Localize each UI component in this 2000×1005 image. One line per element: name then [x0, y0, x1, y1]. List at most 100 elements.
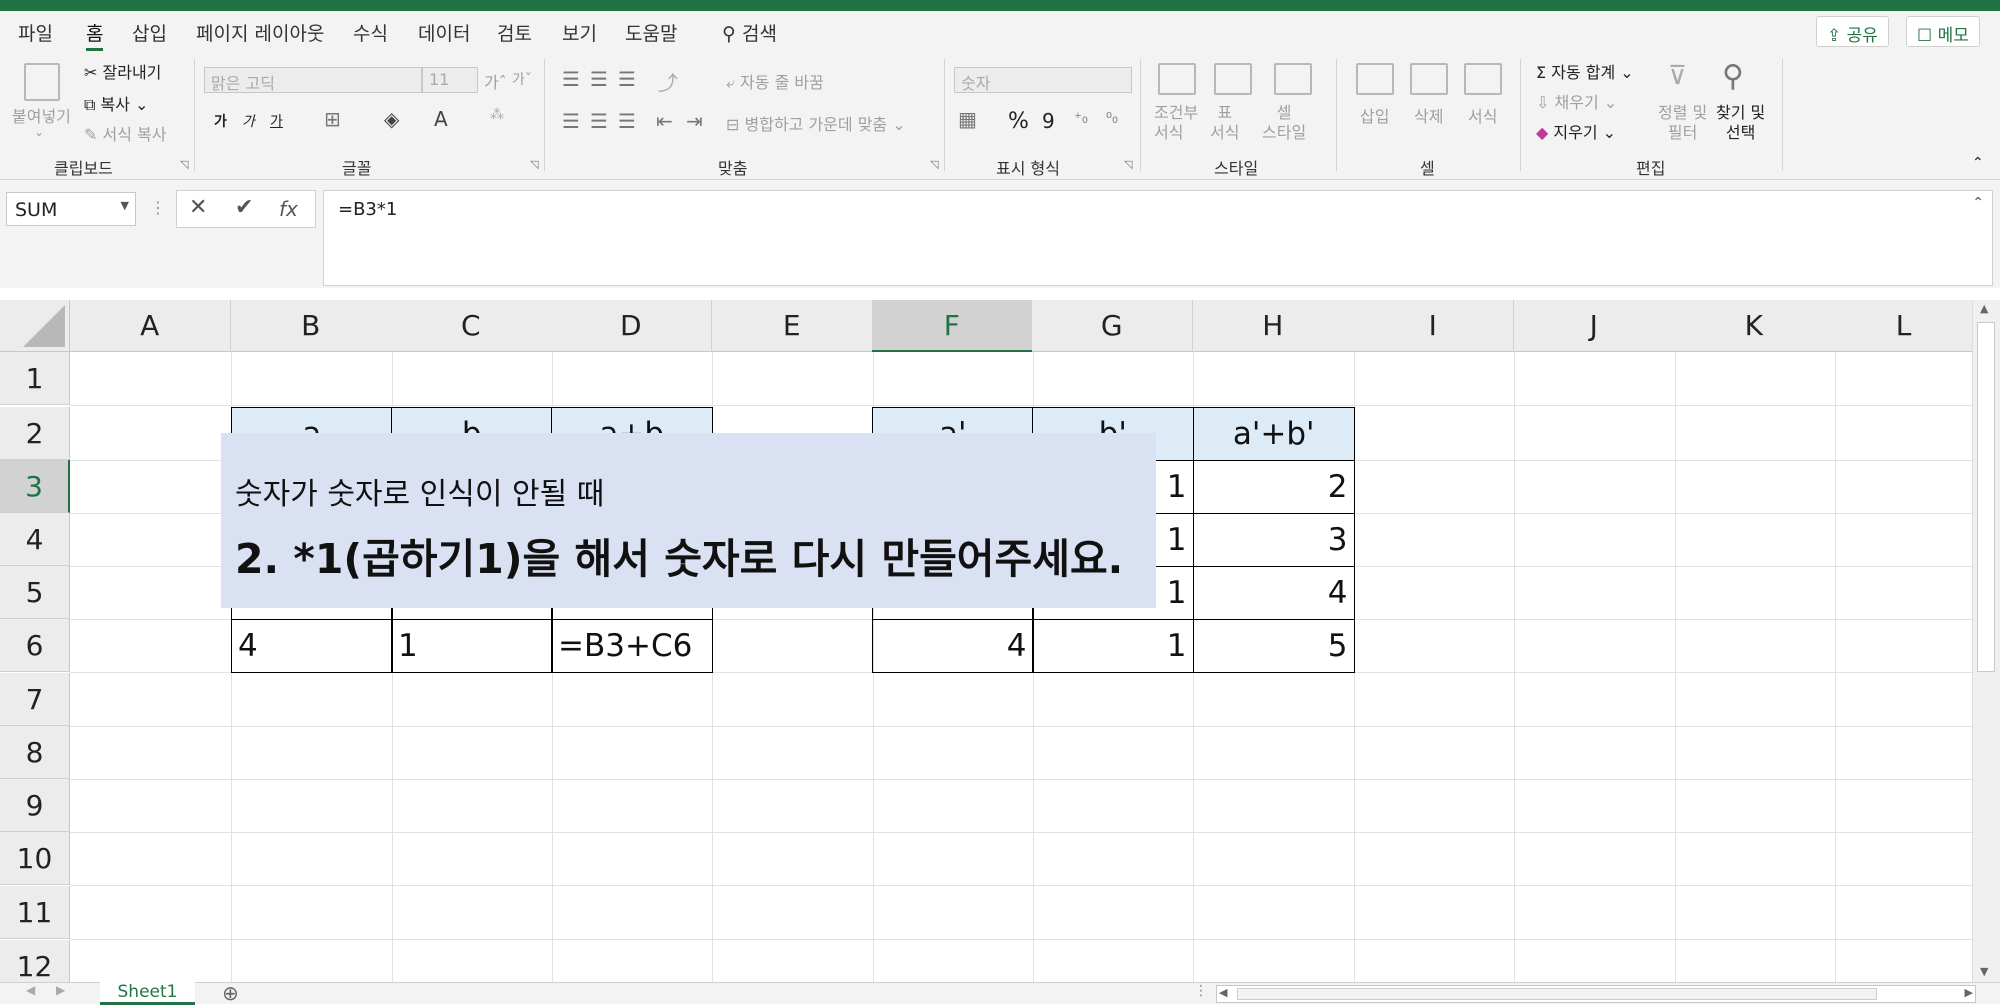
tab-data[interactable]: 데이터: [418, 23, 471, 45]
underline-button[interactable]: 가: [270, 114, 283, 130]
column-header-e[interactable]: E: [712, 300, 873, 352]
comma-button[interactable]: 9: [1042, 109, 1055, 133]
format-cells-button[interactable]: 서식: [1468, 107, 1498, 126]
column-header-h[interactable]: H: [1193, 300, 1354, 352]
column-header-d[interactable]: D: [551, 300, 712, 352]
font-color-icon[interactable]: A: [434, 107, 448, 131]
note-textbox[interactable]: 숫자가 숫자로 인식이 안될 때 2. *1(곱하기1)을 해서 숫자로 다시 …: [221, 433, 1156, 608]
font-name-combo[interactable]: 맑은 고딕: [204, 67, 422, 93]
row-header-11[interactable]: 11: [0, 886, 70, 939]
find-select-button[interactable]: 찾기 및 선택: [1716, 103, 1766, 142]
column-header-g[interactable]: G: [1032, 300, 1193, 352]
table1-cell[interactable]: 1: [391, 619, 553, 673]
table1-cell[interactable]: 4: [231, 619, 393, 673]
column-header-f[interactable]: F: [872, 300, 1033, 352]
paste-icon[interactable]: [24, 63, 60, 101]
horizontal-scroll-thumb[interactable]: [1237, 988, 1877, 1000]
formula-input[interactable]: =B3*1 ⌃: [323, 190, 1993, 286]
font-launcher-icon[interactable]: ◹: [530, 158, 539, 171]
cancel-icon[interactable]: ✕: [189, 195, 208, 220]
paste-dropdown-icon[interactable]: ⌄: [34, 125, 45, 139]
paste-button[interactable]: 붙여넣기: [12, 107, 71, 126]
table2-cell[interactable]: 3: [1193, 513, 1355, 567]
table2-cell[interactable]: 4: [1193, 566, 1355, 620]
tab-review[interactable]: 검토: [497, 23, 532, 45]
number-launcher-icon[interactable]: ◹: [1124, 158, 1133, 171]
tab-help[interactable]: 도움말: [625, 23, 678, 45]
scroll-right-icon[interactable]: ▶: [1964, 986, 1973, 999]
find-icon[interactable]: ⚲: [1722, 59, 1744, 94]
select-all-button[interactable]: [0, 300, 70, 352]
conditional-format-button[interactable]: 조건부 서식: [1154, 103, 1199, 142]
increase-indent-icon[interactable]: ⇥: [686, 109, 703, 133]
column-header-i[interactable]: I: [1353, 300, 1514, 352]
prev-sheet-icon[interactable]: ◀: [26, 983, 36, 997]
format-table-icon[interactable]: [1214, 63, 1252, 95]
vertical-scroll-thumb[interactable]: [1977, 322, 1995, 672]
row-header-2[interactable]: 2: [0, 407, 70, 460]
name-box[interactable]: SUM ▼: [6, 192, 136, 226]
shrink-font-button[interactable]: 가ˇ: [512, 72, 532, 88]
alignment-launcher-icon[interactable]: ◹: [930, 158, 939, 171]
autosum-button[interactable]: Σ 자동 합계 ⌄: [1536, 63, 1634, 82]
insert-cells-button[interactable]: 삽입: [1360, 107, 1390, 126]
row-header-9[interactable]: 9: [0, 779, 70, 832]
table2-header-cell[interactable]: a'+b': [1193, 407, 1355, 461]
row-header-3[interactable]: 3: [0, 460, 70, 513]
row-header-1[interactable]: 1: [0, 352, 70, 405]
align-bottom-icon[interactable]: ☰: [618, 67, 636, 91]
cell-styles-icon[interactable]: [1274, 63, 1312, 95]
format-painter-button[interactable]: ✎ 서식 복사: [84, 121, 166, 145]
cell-styles-button[interactable]: 셀 스타일: [1262, 103, 1307, 142]
align-center-icon[interactable]: ☰: [590, 109, 608, 133]
add-sheet-icon[interactable]: ⊕: [222, 981, 239, 1005]
decrease-indent-icon[interactable]: ⇤: [656, 109, 673, 133]
delete-cells-button[interactable]: 삭제: [1414, 107, 1444, 126]
fill-color-icon[interactable]: ◈: [384, 107, 400, 131]
tab-view[interactable]: 보기: [562, 23, 597, 45]
tab-insert[interactable]: 삽입: [132, 23, 167, 45]
row-header-5[interactable]: 5: [0, 566, 70, 619]
name-box-dropdown-icon[interactable]: ▼: [120, 199, 129, 212]
sort-filter-button[interactable]: 정렬 및 필터: [1658, 103, 1708, 142]
format-table-button[interactable]: 표 서식: [1210, 103, 1240, 142]
row-header-10[interactable]: 10: [0, 832, 70, 885]
row-header-6[interactable]: 6: [0, 619, 70, 672]
tab-file[interactable]: 파일: [18, 23, 53, 45]
conditional-format-icon[interactable]: [1158, 63, 1196, 95]
scroll-down-icon[interactable]: ▼: [1980, 965, 1989, 978]
row-header-4[interactable]: 4: [0, 513, 70, 566]
merge-center-button[interactable]: ⊟ 병합하고 가운데 맞춤 ⌄: [726, 115, 906, 134]
worksheet-grid[interactable]: ABCDEFGHIJKL123456789101112aba+b11=B3+C3…: [0, 300, 1972, 982]
align-left-icon[interactable]: ☰: [562, 109, 580, 133]
grow-font-button[interactable]: 가ˆ: [484, 73, 507, 92]
decrease-decimal-icon[interactable]: ⁰₀: [1106, 109, 1119, 127]
sheet-tab[interactable]: Sheet1: [100, 982, 195, 1005]
font-size-combo[interactable]: 11: [422, 67, 478, 93]
wrap-text-button[interactable]: ⤶ 자동 줄 바꿈: [726, 69, 824, 93]
accounting-icon[interactable]: ▦: [958, 107, 977, 131]
scroll-left-icon[interactable]: ◀: [1219, 986, 1228, 999]
copy-button[interactable]: ⧉ 복사 ⌄: [84, 95, 149, 114]
share-button[interactable]: ⇪ 공유: [1816, 16, 1889, 47]
align-right-icon[interactable]: ☰: [618, 109, 636, 133]
sort-filter-icon[interactable]: ⊽: [1668, 61, 1688, 91]
table2-cell[interactable]: 2: [1193, 460, 1355, 514]
tab-page-layout[interactable]: 페이지 레이아웃: [196, 23, 325, 45]
column-header-l[interactable]: L: [1834, 300, 1972, 352]
collapse-ribbon-icon[interactable]: ⌃: [1972, 155, 1984, 171]
table2-cell[interactable]: 4: [872, 619, 1034, 673]
table2-cell[interactable]: 5: [1193, 619, 1355, 673]
clear-button[interactable]: ◆ 지우기 ⌄: [1536, 123, 1617, 142]
percent-button[interactable]: %: [1008, 109, 1029, 134]
align-middle-icon[interactable]: ☰: [590, 67, 608, 91]
table2-cell[interactable]: 1: [1032, 619, 1194, 673]
bold-button[interactable]: 가: [214, 114, 227, 130]
column-header-j[interactable]: J: [1514, 300, 1675, 352]
column-header-b[interactable]: B: [231, 300, 392, 352]
insert-function-icon[interactable]: fx: [279, 197, 298, 221]
border-icon[interactable]: ⊞: [324, 107, 341, 131]
enter-icon[interactable]: ✔: [235, 195, 254, 220]
next-sheet-icon[interactable]: ▶: [56, 983, 66, 997]
insert-cells-icon[interactable]: [1356, 63, 1394, 95]
